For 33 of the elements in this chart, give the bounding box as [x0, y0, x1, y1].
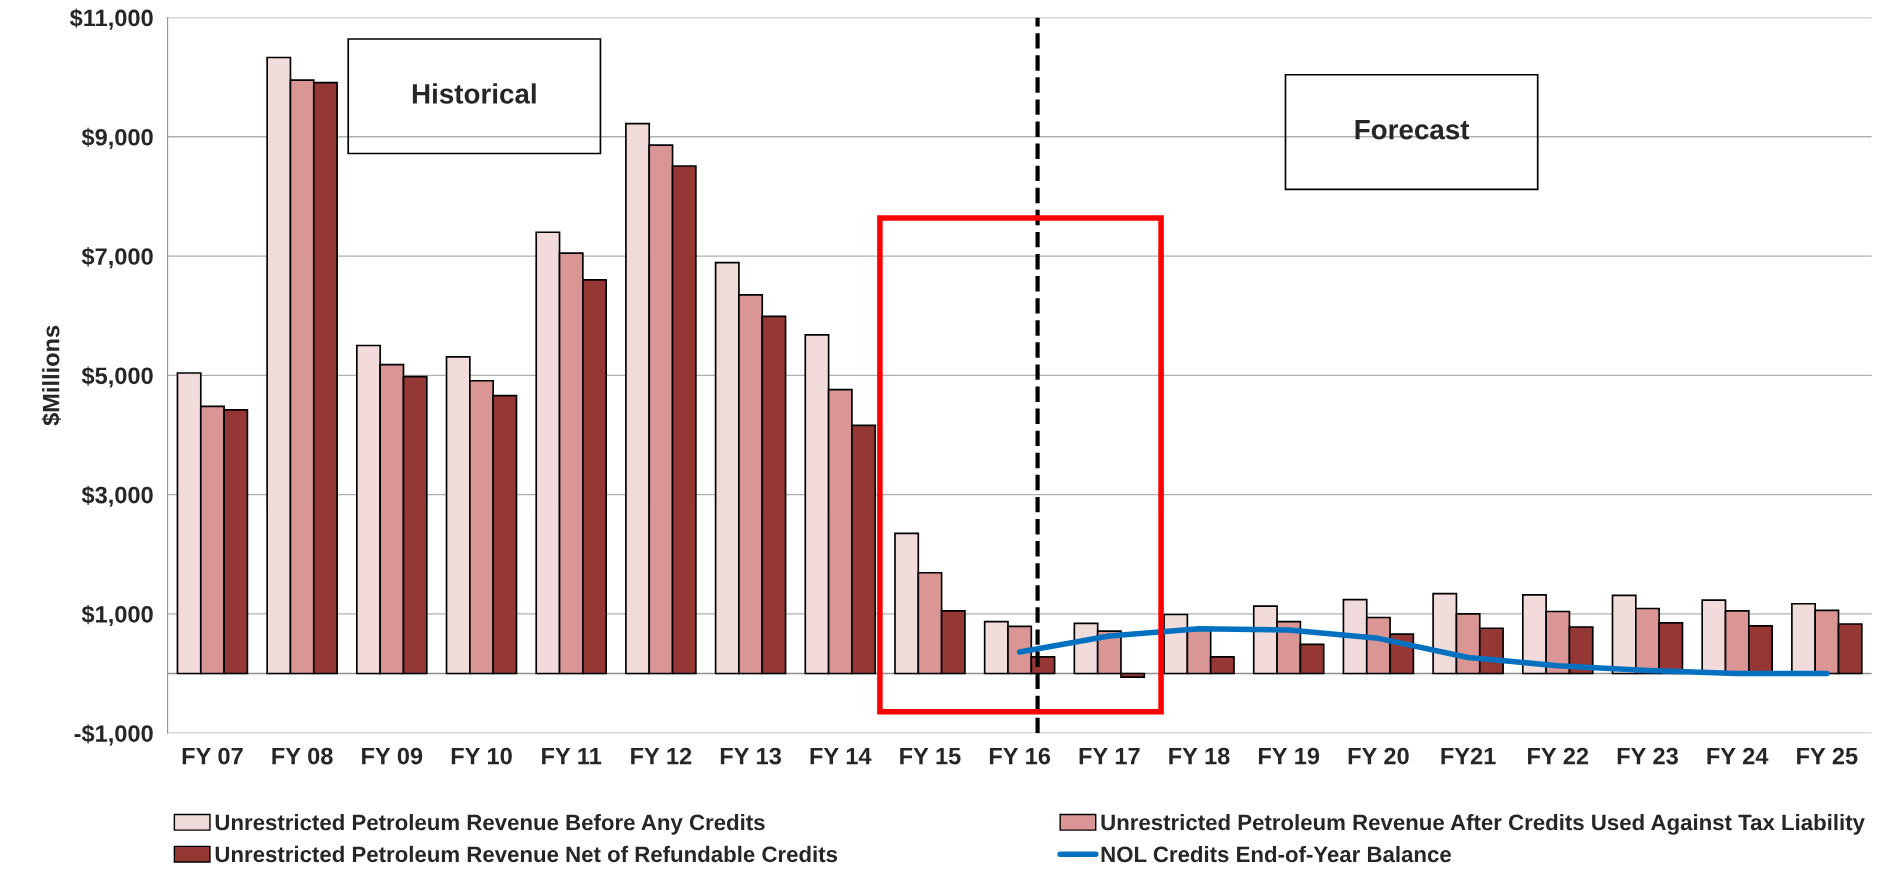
- y-tick-label: $1,000: [81, 604, 153, 627]
- x-tick-label: FY21: [1441, 747, 1496, 765]
- x-tick-label: FY 20: [1348, 747, 1409, 765]
- x-tick-label: FY 16: [989, 747, 1051, 765]
- legend-label: Unrestricted Petroleum Revenue Before Any Credits: [215, 814, 765, 835]
- x-tick-label: FY 14: [810, 747, 872, 765]
- y-axis-title: $Millions: [41, 325, 61, 426]
- y-tick-label: $7,000: [81, 247, 153, 269]
- y-tick-label: $11,000: [69, 8, 153, 30]
- y-tick-label: -$1,000: [74, 724, 153, 746]
- legend-label: Unrestricted Petroleum Revenue Net of Refundable Credits: [215, 845, 838, 863]
- x-tick-label: FY 23: [1617, 747, 1678, 765]
- x-tick-label: FY 10: [451, 747, 512, 765]
- x-tick-label: FY 24: [1707, 747, 1769, 765]
- y-tick-label: $9,000: [81, 127, 153, 150]
- annotation: Historical: [412, 83, 536, 104]
- x-tick-label: FY 09: [362, 747, 423, 765]
- x-tick-label: FY 13: [720, 747, 782, 765]
- x-tick-label: FY 22: [1528, 747, 1589, 765]
- y-tick-label: $3,000: [81, 485, 153, 507]
- x-tick-label: FY 17: [1079, 747, 1140, 765]
- y-tick-label: $5,000: [81, 366, 153, 388]
- legend-label: NOL Credits End-of-Year Balance: [1101, 845, 1451, 863]
- x-tick-label: FY 18: [1169, 747, 1230, 765]
- x-tick-label: FY 12: [631, 747, 692, 765]
- x-tick-label: FY 15: [900, 747, 961, 765]
- x-tick-label: FY 25: [1797, 747, 1858, 765]
- x-tick-label: FY 07: [182, 747, 243, 765]
- x-tick-label: FY 11: [542, 747, 602, 765]
- x-tick-label: FY 19: [1259, 747, 1320, 765]
- legend-label: Unrestricted Petroleum Revenue After Credits Used Against Tax Liability: [1101, 814, 1865, 835]
- annotation: Forecast: [1355, 120, 1470, 140]
- x-tick-label: FY 08: [272, 747, 333, 765]
